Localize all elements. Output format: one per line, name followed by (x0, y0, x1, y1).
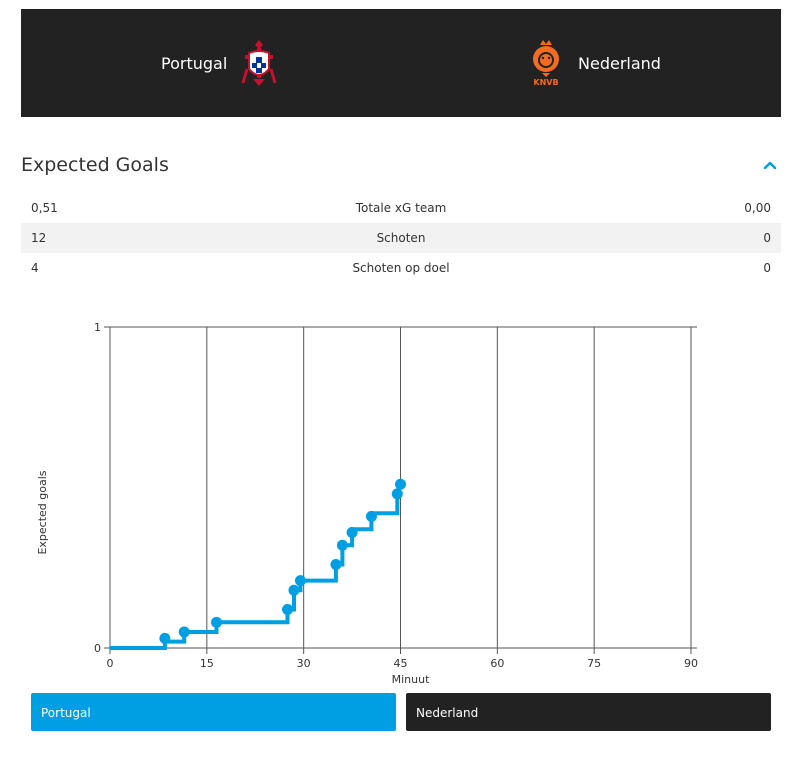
shot-point (391, 488, 403, 500)
shot-point (346, 526, 358, 538)
chevron-up-icon[interactable] (762, 157, 778, 173)
stat-home-value: 4 (31, 261, 39, 275)
knvb-lion-crest-icon: KNVB (533, 40, 559, 87)
portugal-crest-icon (241, 40, 277, 86)
section-title: Expected Goals (21, 154, 169, 176)
stat-away-value: 0 (763, 231, 771, 245)
stats-table: 0,51 Totale xG team 0,00 12 Schoten 0 4 … (21, 193, 781, 283)
shot-point (211, 616, 223, 628)
y-tick-label: 0 (94, 642, 101, 655)
away-team-name: Nederland (578, 53, 661, 73)
x-tick-label: 45 (394, 657, 408, 670)
legend-away-button[interactable]: Nederland (406, 693, 771, 731)
stat-label: Totale xG team (355, 201, 447, 215)
shot-point (336, 539, 348, 551)
series-line-portugal (110, 491, 401, 650)
shot-point (282, 603, 294, 615)
stat-home-value: 0,51 (31, 201, 58, 215)
shot-point (395, 478, 406, 490)
stat-label: Schoten op doel (352, 261, 450, 275)
stat-away-value: 0,00 (744, 201, 771, 215)
x-tick-label: 0 (107, 657, 114, 670)
x-tick-label: 90 (684, 657, 698, 670)
shot-point (178, 626, 190, 638)
shot-point (159, 632, 171, 644)
stat-row-xg: 0,51 Totale xG team 0,00 (21, 193, 781, 223)
legend-home-button[interactable]: Portugal (31, 693, 396, 731)
x-axis-label: Minuut (392, 673, 430, 686)
knvb-crest-text: KNVB (533, 78, 558, 87)
shot-point (288, 584, 300, 596)
shot-point (294, 575, 306, 587)
shot-point (330, 559, 342, 571)
home-team-name: Portugal (161, 53, 228, 73)
stat-row-shots-on-target: 4 Schoten op doel 0 (21, 253, 781, 283)
stat-away-value: 0 (763, 261, 771, 275)
match-header: Portugal KNVB Nederland (21, 9, 781, 117)
stat-label: Schoten (376, 231, 426, 245)
x-tick-label: 75 (587, 657, 601, 670)
stat-row-shots: 12 Schoten 0 (21, 223, 781, 253)
away-team: KNVB Nederland (526, 39, 661, 87)
x-tick-label: 15 (200, 657, 214, 670)
xg-chart: 0 15 30 45 60 75 90 0 1 Minuut Expected goals (36, 321, 698, 686)
x-tick-label: 60 (490, 657, 504, 670)
y-tick-label: 1 (94, 321, 101, 334)
x-tick-label: 30 (297, 657, 311, 670)
home-team: Portugal (161, 39, 279, 87)
y-axis-label: Expected goals (36, 470, 49, 554)
shot-point (365, 510, 377, 522)
stat-home-value: 12 (31, 231, 47, 245)
